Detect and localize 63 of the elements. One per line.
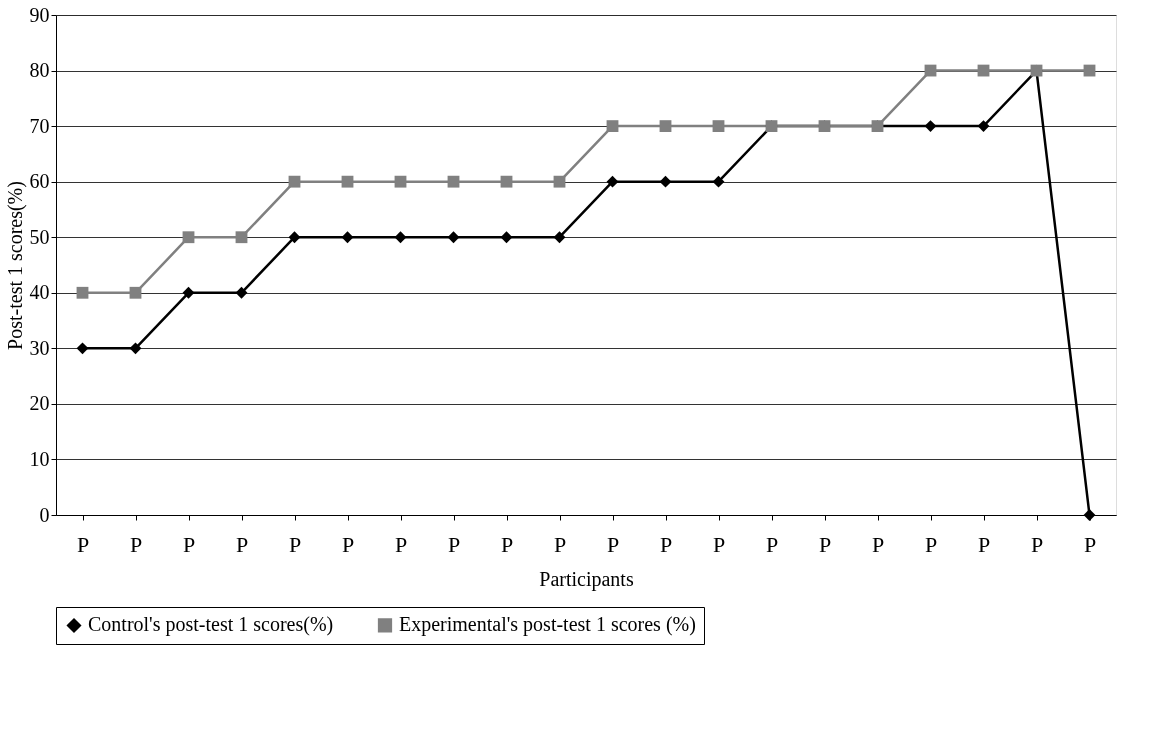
x-tick-label: P (76, 531, 90, 557)
point (924, 120, 937, 133)
y-tick-label: 60 (29, 170, 50, 193)
point (182, 231, 195, 244)
point (977, 120, 990, 133)
x-tick-label: P (500, 531, 514, 557)
point (288, 175, 301, 188)
y-tick-label: 50 (29, 225, 50, 248)
point (606, 120, 619, 133)
point (394, 175, 407, 188)
point (553, 175, 566, 188)
point (553, 231, 566, 244)
point (288, 231, 301, 244)
legend-label: Control's post-test 1 scores(%) (88, 613, 334, 637)
x-tick-label: P (765, 531, 779, 557)
x-tick-label: P (977, 531, 991, 557)
x-tick-label: P (712, 531, 726, 557)
point (341, 231, 354, 244)
point (76, 286, 89, 299)
point (712, 175, 725, 188)
point (447, 175, 460, 188)
x-tick-label: P (1083, 531, 1097, 557)
point (712, 120, 725, 133)
legend-label: Experimental's post-test 1 scores (%) (399, 613, 696, 637)
x-tick-label: P (288, 531, 302, 557)
point (76, 342, 89, 355)
y-tick-label: 90 (29, 3, 50, 26)
point (129, 286, 142, 299)
point (341, 175, 354, 188)
point (394, 231, 407, 244)
x-axis-title: Participants (539, 567, 634, 591)
y-tick-label: 20 (29, 392, 50, 415)
x-tick-label: P (1030, 531, 1044, 557)
y-axis-title: Post-test 1 scores(%) (3, 181, 27, 350)
y-tick-label: 40 (29, 281, 50, 304)
y-tick-label: 30 (29, 336, 50, 359)
x-tick-label: P (871, 531, 885, 557)
y-tick-label: 0 (39, 503, 50, 526)
point (182, 286, 195, 299)
y-tick-label: 80 (29, 59, 50, 82)
x-tick-label: P (394, 531, 408, 557)
point (659, 120, 672, 133)
point (659, 175, 672, 188)
x-tick-label: P (553, 531, 567, 557)
point (235, 231, 248, 244)
point (500, 231, 513, 244)
y-tick-label: 10 (29, 447, 50, 470)
point (606, 175, 619, 188)
y-tick-label: 70 (29, 114, 50, 137)
point (129, 342, 142, 355)
point (447, 231, 460, 244)
point (235, 286, 248, 299)
x-tick-label: P (606, 531, 620, 557)
x-tick-label: P (182, 531, 196, 557)
x-tick-label: P (235, 531, 249, 557)
x-tick-label: P (341, 531, 355, 557)
point (1083, 509, 1096, 521)
x-tick-label: P (129, 531, 143, 557)
x-tick-label: P (447, 531, 461, 557)
x-tick-label: P (924, 531, 938, 557)
x-tick-label: P (818, 531, 832, 557)
x-tick-label: P (659, 531, 673, 557)
point (500, 175, 513, 188)
